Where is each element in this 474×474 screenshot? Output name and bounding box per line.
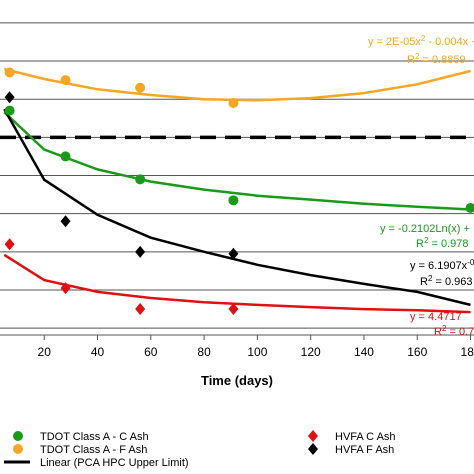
equation-part: -0 [467, 258, 474, 267]
trend-equation: y = 2E-05x2 - 0.004x + [368, 34, 474, 48]
legend-label: TDOT Class A - C Ash [40, 431, 149, 443]
equation-part: y = 4.4717 [410, 311, 462, 323]
x-tick-label: 180 [461, 345, 474, 359]
legend-marker [13, 431, 23, 441]
data-point [60, 75, 71, 86]
x-tick-label: 80 [197, 345, 211, 359]
equation-part: = 0.963 [432, 276, 472, 288]
equation-part: 2 [421, 34, 426, 43]
legend-label: HVFA F Ash [335, 444, 394, 456]
trend-equation: R2 = 0.978 [416, 236, 468, 250]
data-point [60, 282, 71, 295]
x-tick-label: 120 [301, 345, 321, 359]
equation-part: = 0.7 [446, 326, 474, 338]
equation-part: y = -0.2102Ln(x) + [380, 223, 470, 235]
trend-equation: y = 6.1907x-0 [410, 258, 474, 272]
equation-part: y = 2E-05x [368, 36, 421, 48]
equation-part: 2 [415, 52, 420, 61]
equation-part: = 0.8859 [419, 54, 465, 66]
data-point [4, 67, 15, 78]
data-point [228, 303, 239, 316]
data-point [4, 91, 15, 104]
trend-line [3, 108, 471, 307]
data-point [135, 303, 146, 316]
equation-part: y = 6.1907x [410, 260, 468, 272]
data-point [135, 82, 146, 93]
equation-part: 2 [428, 274, 433, 283]
trend-line [3, 111, 471, 211]
data-point [228, 195, 239, 206]
x-tick-label: 160 [407, 345, 427, 359]
trend-equation: R2 = 0.8859 [407, 52, 466, 66]
legend-marker [308, 430, 318, 442]
equation-part: R [434, 326, 442, 338]
equation-part: = 0.978 [428, 238, 468, 250]
x-tick-label: 100 [247, 345, 267, 359]
x-tick-label: 140 [354, 345, 374, 359]
equation-part: R [416, 238, 424, 250]
data-point [4, 238, 15, 251]
x-tick-label: 60 [144, 345, 158, 359]
equation-part: R [420, 276, 428, 288]
equation-part: R [407, 54, 415, 66]
data-point [60, 151, 71, 162]
trend-line [3, 67, 471, 102]
data-point [135, 245, 146, 258]
trend-equation: y = 4.4717 [410, 311, 462, 323]
legend-marker [13, 444, 23, 454]
legend-label: TDOT Class A - F Ash [40, 444, 147, 456]
trend-equation: R2 = 0.7 [434, 324, 474, 338]
trend-line [3, 253, 471, 314]
data-point [135, 174, 146, 185]
legend-marker [308, 443, 318, 455]
trend-equation: R2 = 0.963 [420, 274, 472, 288]
x-axis-label: Time (days) [201, 373, 273, 388]
data-point [60, 215, 71, 228]
data-point [4, 105, 15, 116]
data-point [228, 98, 239, 109]
trend-equation: y = -0.2102Ln(x) + [380, 223, 470, 235]
x-tick-label: 40 [91, 345, 105, 359]
equation-part: 2 [442, 324, 447, 333]
legend-label: Linear (PCA HPC Upper Limit) [40, 457, 189, 469]
equation-part: - 0.004x + [425, 36, 474, 48]
data-point [465, 202, 474, 213]
legend-label: HVFA C Ash [335, 431, 396, 443]
equation-part: 2 [424, 236, 429, 245]
data-point [228, 247, 239, 260]
x-tick-label: 20 [38, 345, 52, 359]
